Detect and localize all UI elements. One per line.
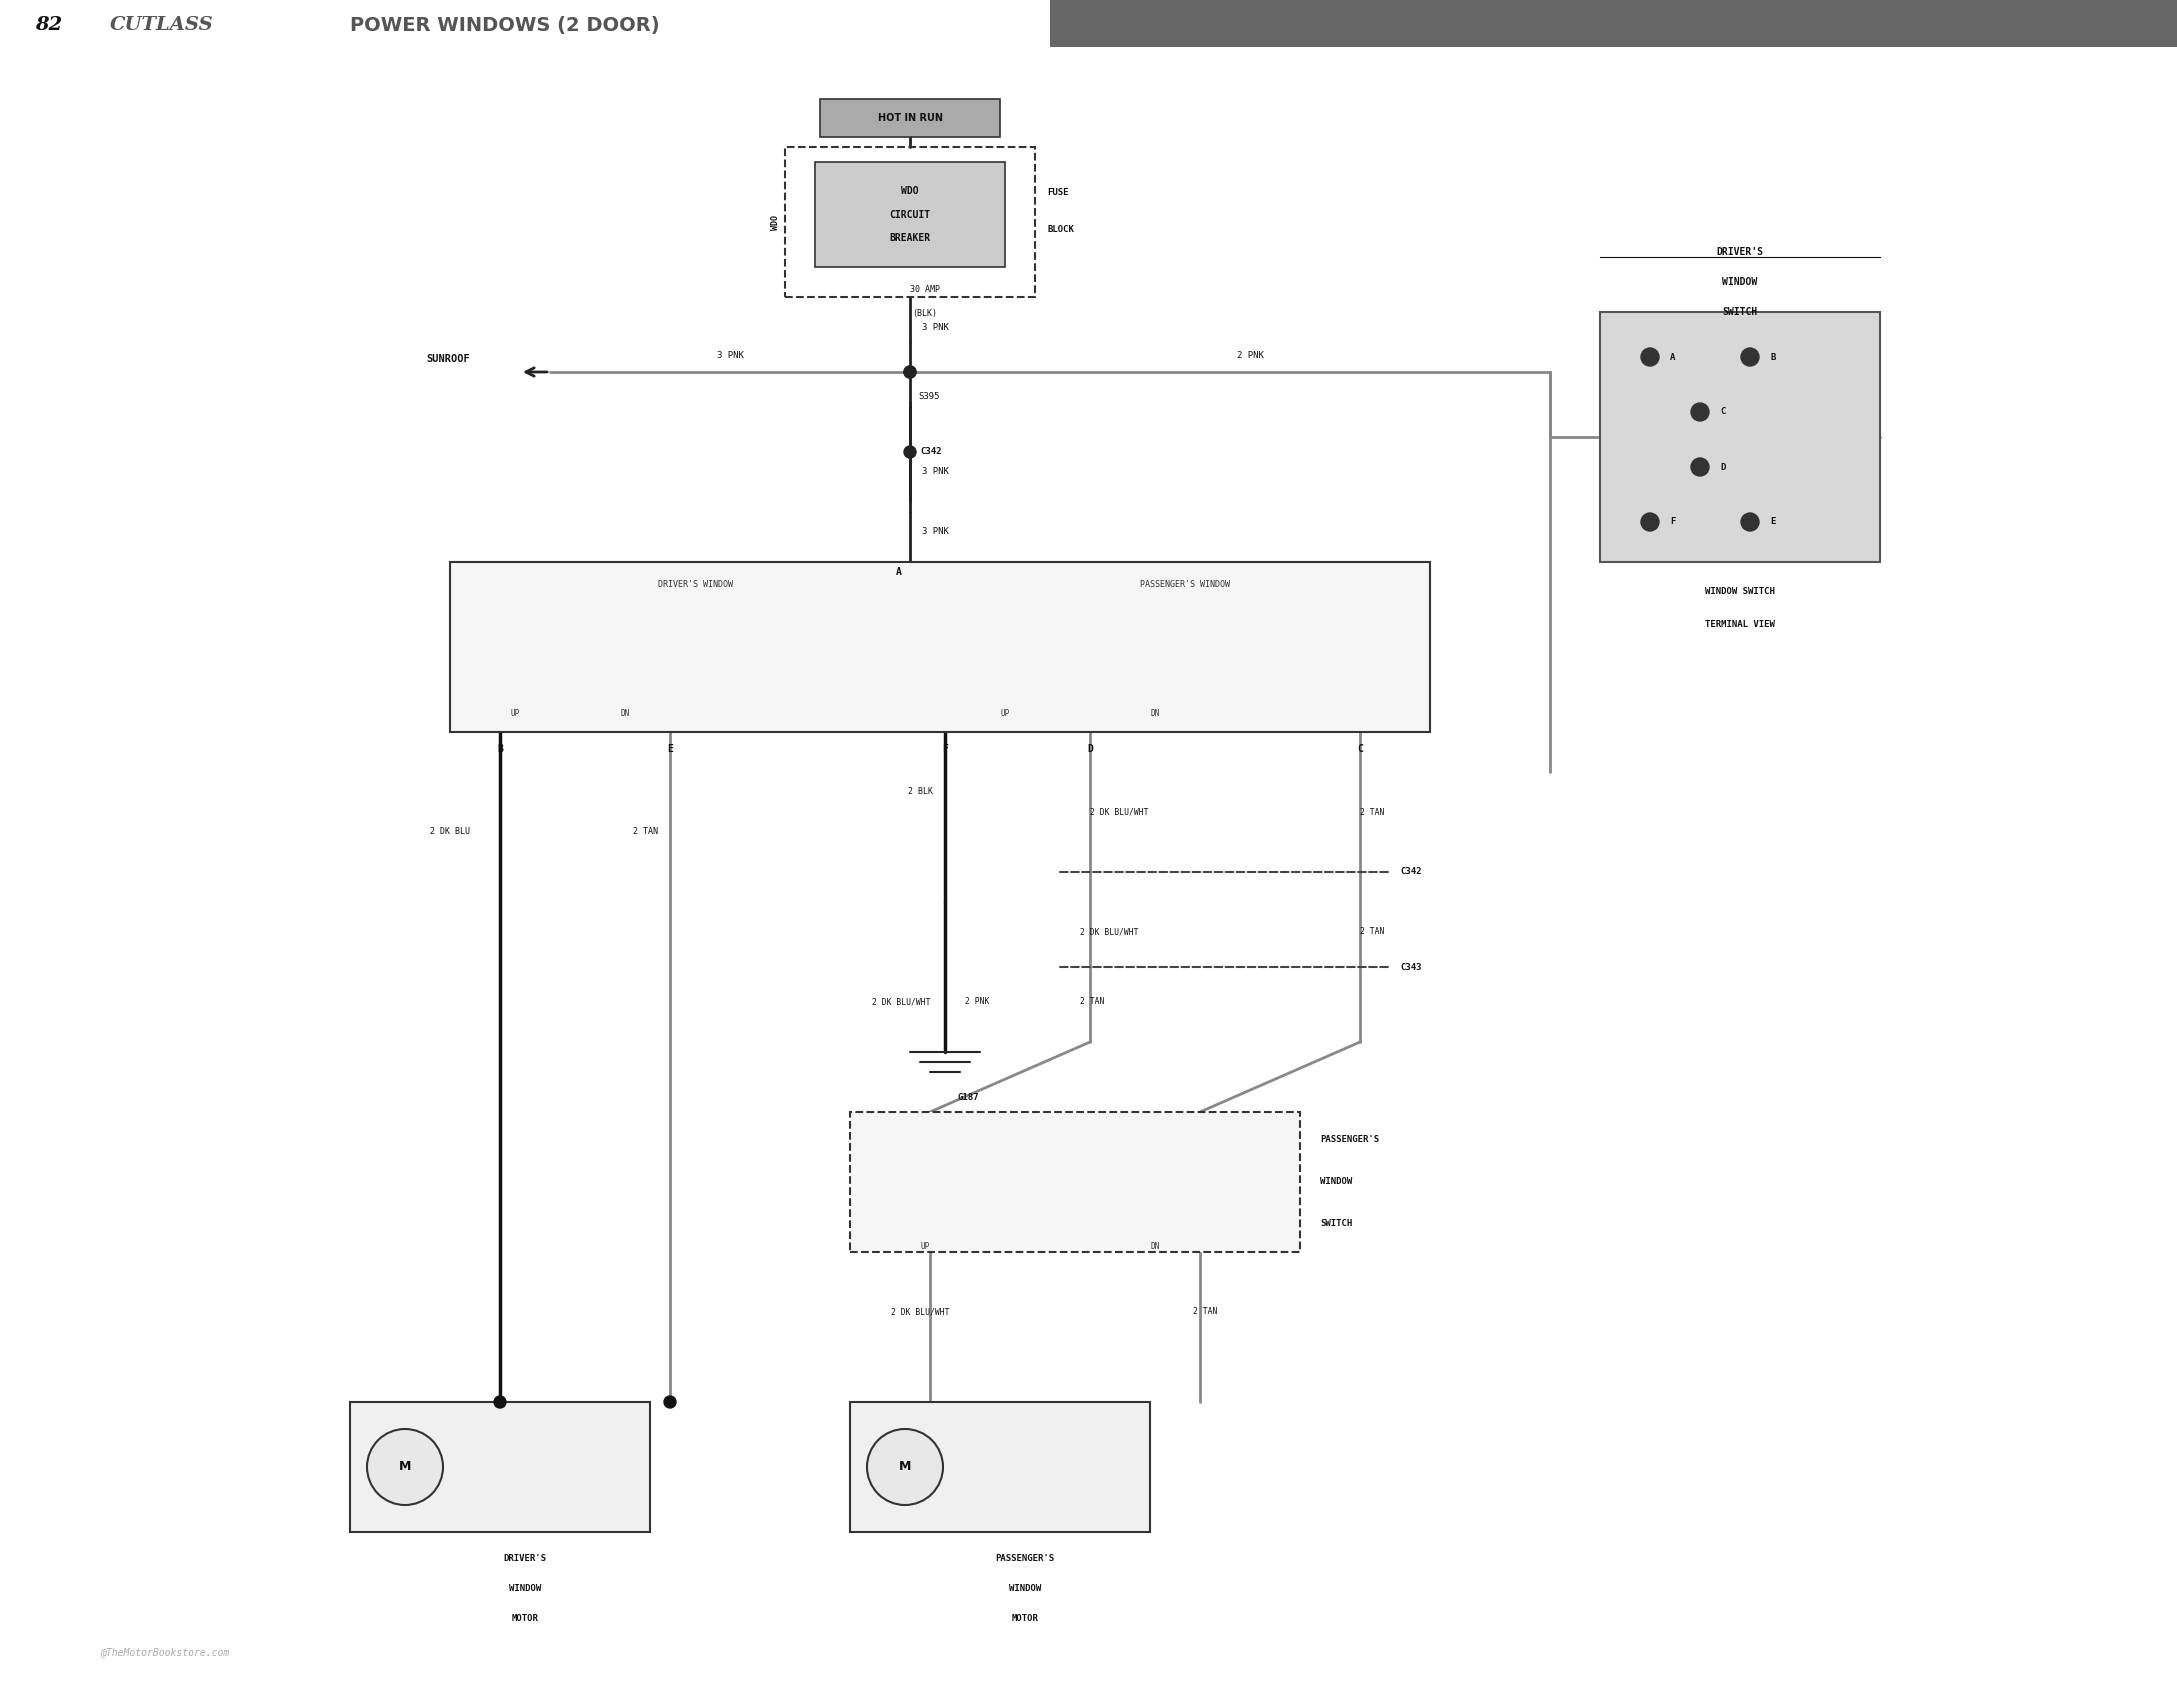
Circle shape <box>664 1396 677 1408</box>
Text: 82: 82 <box>35 17 63 34</box>
Text: A: A <box>897 567 901 577</box>
Text: 2 PNK: 2 PNK <box>964 997 988 1006</box>
Bar <box>1049 0 2177 47</box>
Text: TERMINAL VIEW: TERMINAL VIEW <box>1705 621 1774 629</box>
Circle shape <box>1742 513 1759 532</box>
Text: 30 AMP: 30 AMP <box>910 284 940 294</box>
Text: SWITCH: SWITCH <box>1319 1219 1352 1228</box>
Circle shape <box>1692 404 1709 420</box>
Text: 3 PNK: 3 PNK <box>923 468 949 476</box>
Text: 2 TAN: 2 TAN <box>634 828 657 836</box>
Circle shape <box>368 1430 442 1505</box>
Text: DRIVER'S: DRIVER'S <box>503 1554 546 1563</box>
Text: @TheMotorBookstore.com: @TheMotorBookstore.com <box>100 1647 229 1657</box>
FancyBboxPatch shape <box>451 562 1430 732</box>
Text: PASSENGER'S: PASSENGER'S <box>1319 1135 1378 1144</box>
Circle shape <box>494 1396 505 1408</box>
Text: WINDOW: WINDOW <box>1722 278 1757 288</box>
Text: C342: C342 <box>921 447 940 456</box>
Text: WINDOW SWITCH: WINDOW SWITCH <box>1705 587 1774 595</box>
FancyBboxPatch shape <box>849 1112 1300 1251</box>
Text: C: C <box>1356 743 1363 754</box>
Text: PASSENGER'S WINDOW: PASSENGER'S WINDOW <box>1141 580 1230 589</box>
Text: 2 DK BLU/WHT: 2 DK BLU/WHT <box>1080 927 1139 937</box>
Circle shape <box>1692 458 1709 476</box>
FancyBboxPatch shape <box>849 1403 1149 1532</box>
Circle shape <box>1641 348 1659 367</box>
Text: C343: C343 <box>1400 962 1422 972</box>
Text: (BLK): (BLK) <box>912 309 938 318</box>
Text: 2 PNK: 2 PNK <box>1237 352 1263 360</box>
Text: UP: UP <box>509 710 520 718</box>
Text: 3 PNK: 3 PNK <box>923 323 949 331</box>
Text: D: D <box>1086 743 1093 754</box>
FancyBboxPatch shape <box>821 99 999 136</box>
FancyBboxPatch shape <box>350 1403 651 1532</box>
Text: PASSENGER'S: PASSENGER'S <box>995 1554 1054 1563</box>
Text: POWER WINDOWS (2 DOOR): POWER WINDOWS (2 DOOR) <box>350 15 660 35</box>
Circle shape <box>866 1430 943 1505</box>
Text: 2 TAN: 2 TAN <box>1361 807 1385 816</box>
Text: DRIVER'S: DRIVER'S <box>1715 247 1763 257</box>
Text: D: D <box>1720 463 1726 471</box>
Text: M: M <box>398 1460 411 1473</box>
Text: UP: UP <box>921 1241 930 1251</box>
Text: 2 DK BLU/WHT: 2 DK BLU/WHT <box>871 997 930 1006</box>
Text: WINDOW: WINDOW <box>509 1584 542 1593</box>
Text: SWITCH: SWITCH <box>1722 308 1757 316</box>
Text: DN: DN <box>620 710 629 718</box>
Text: CUTLASS: CUTLASS <box>111 17 213 34</box>
Text: 2 DK BLU/WHT: 2 DK BLU/WHT <box>1091 807 1149 816</box>
Text: 3 PNK: 3 PNK <box>923 528 949 537</box>
Text: SUNROOF: SUNROOF <box>427 353 470 363</box>
Text: C: C <box>1720 407 1726 417</box>
Text: WDO: WDO <box>901 187 919 197</box>
Text: E: E <box>666 743 673 754</box>
Text: WINDOW: WINDOW <box>1008 1584 1041 1593</box>
Text: 2 DK BLU/WHT: 2 DK BLU/WHT <box>890 1307 949 1317</box>
Text: DN: DN <box>1149 1241 1160 1251</box>
Circle shape <box>1742 348 1759 367</box>
Circle shape <box>903 446 917 458</box>
Text: HOT IN RUN: HOT IN RUN <box>877 113 943 123</box>
Text: MOTOR: MOTOR <box>512 1615 538 1623</box>
Text: CIRCUIT: CIRCUIT <box>890 210 930 219</box>
Text: S395: S395 <box>919 392 940 400</box>
Text: M: M <box>899 1460 912 1473</box>
Text: 2 TAN: 2 TAN <box>1361 927 1385 937</box>
Text: 3 PNK: 3 PNK <box>716 352 742 360</box>
Circle shape <box>1641 513 1659 532</box>
Text: WINDOW: WINDOW <box>1319 1177 1352 1186</box>
Text: 2 DK BLU: 2 DK BLU <box>431 828 470 836</box>
Text: BLOCK: BLOCK <box>1047 225 1073 234</box>
Text: F: F <box>1670 518 1676 526</box>
Text: B: B <box>496 743 503 754</box>
Circle shape <box>903 367 917 378</box>
Text: 2 BLK: 2 BLK <box>908 787 934 797</box>
FancyBboxPatch shape <box>814 161 1006 267</box>
Circle shape <box>903 367 917 378</box>
Text: C342: C342 <box>1400 868 1422 876</box>
Text: B: B <box>1770 353 1776 362</box>
Text: WDO: WDO <box>771 215 779 229</box>
Text: UP: UP <box>1001 710 1010 718</box>
Text: MOTOR: MOTOR <box>1012 1615 1038 1623</box>
Text: DN: DN <box>1149 710 1160 718</box>
Text: A: A <box>1670 353 1676 362</box>
Text: 2 TAN: 2 TAN <box>1080 997 1104 1006</box>
Text: DRIVER'S WINDOW: DRIVER'S WINDOW <box>657 580 731 589</box>
Text: G187: G187 <box>958 1093 977 1102</box>
Text: F: F <box>943 743 947 754</box>
Text: BREAKER: BREAKER <box>890 232 930 242</box>
Text: E: E <box>1770 518 1776 526</box>
Text: FUSE: FUSE <box>1047 187 1069 197</box>
Text: 2 TAN: 2 TAN <box>1193 1307 1217 1317</box>
FancyBboxPatch shape <box>1600 311 1881 562</box>
